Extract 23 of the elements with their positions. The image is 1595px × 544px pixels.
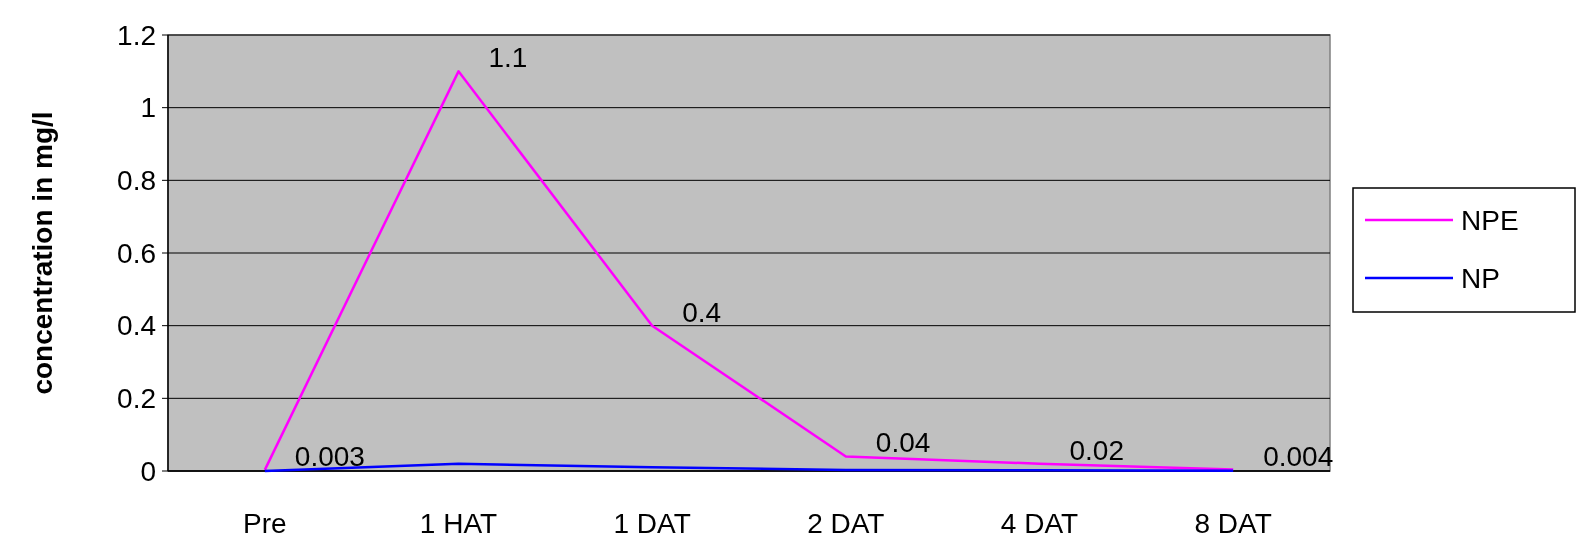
y-axis-title: concentration in mg/l	[27, 111, 58, 395]
data-label: 0.4	[682, 296, 722, 328]
data-label: 1.1	[488, 42, 528, 74]
x-tick-label: 8 DAT	[1194, 508, 1272, 539]
x-tick-label: 1 DAT	[613, 508, 691, 539]
data-label: 0.004	[1263, 440, 1334, 472]
x-tick-label: 2 DAT	[807, 508, 885, 539]
y-tick-label: 0.2	[117, 383, 156, 415]
y-tick-label: 1.2	[117, 19, 156, 51]
line-series	[263, 70, 1235, 472]
data-label: 0.02	[1069, 434, 1124, 466]
y-tick-label: 0.8	[117, 165, 156, 197]
y-tick-label: 0.6	[117, 237, 156, 269]
x-tick-label: 1 HAT	[419, 508, 498, 539]
legend-label: NPE	[1461, 204, 1519, 236]
y-tick-label: 0.4	[117, 310, 156, 342]
legend-label: NP	[1461, 262, 1500, 294]
x-tick-label: Pre	[243, 508, 287, 539]
data-label: 0.04	[875, 427, 931, 459]
data-label: 0.003	[294, 440, 365, 472]
y-tick-label: 1	[140, 92, 156, 124]
x-tick-label: 4 DAT	[1000, 508, 1079, 539]
y-tick-label: 0	[140, 455, 156, 487]
